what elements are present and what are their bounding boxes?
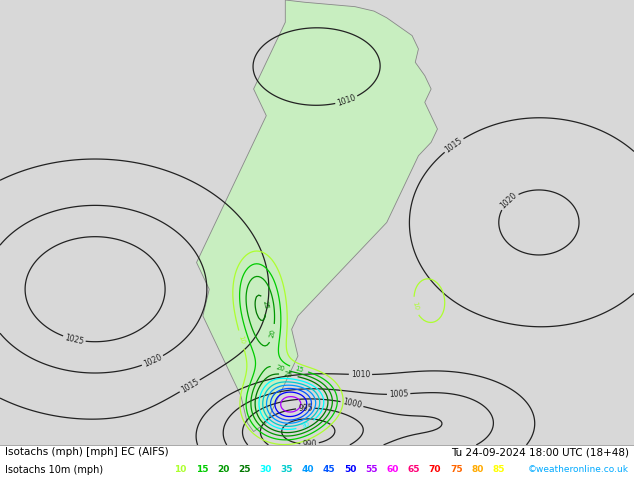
Text: 1015: 1015 [179,377,200,395]
Text: 85: 85 [493,465,505,474]
Text: 35: 35 [280,465,293,474]
Text: 30: 30 [259,465,272,474]
Text: 25: 25 [261,300,269,310]
Text: 1000: 1000 [342,397,363,410]
Text: 995: 995 [298,403,313,413]
Text: 50: 50 [344,465,356,474]
Text: 1005: 1005 [389,390,408,399]
Text: 70: 70 [429,465,441,474]
Text: 80: 80 [471,465,484,474]
Text: 1015: 1015 [443,136,464,154]
Text: 20: 20 [275,364,285,372]
Text: 20: 20 [217,465,230,474]
Text: 10: 10 [411,301,419,311]
Text: 60: 60 [387,465,399,474]
Text: 90: 90 [514,465,526,474]
Text: 15: 15 [294,365,304,373]
Text: Isotachs (mph) [mph] EC (AIFS): Isotachs (mph) [mph] EC (AIFS) [5,447,169,457]
Text: 1020: 1020 [142,353,164,369]
Text: 20: 20 [269,328,276,338]
Text: 10: 10 [237,335,245,345]
Text: 990: 990 [302,439,317,449]
Text: 45: 45 [323,465,335,474]
Text: ©weatheronline.co.uk: ©weatheronline.co.uk [528,465,629,474]
Polygon shape [197,0,437,432]
Text: Tu 24-09-2024 18:00 UTC (18+48): Tu 24-09-2024 18:00 UTC (18+48) [451,447,629,457]
Text: 30: 30 [300,421,311,430]
Text: 10: 10 [174,465,187,474]
Text: 1010: 1010 [336,93,357,108]
Text: 40: 40 [302,465,314,474]
Text: 55: 55 [365,465,378,474]
Text: 1025: 1025 [64,333,84,346]
Text: 25: 25 [283,371,293,379]
Text: 75: 75 [450,465,463,474]
Text: 1020: 1020 [499,191,519,211]
Text: Isotachs 10m (mph): Isotachs 10m (mph) [5,465,110,475]
Text: 65: 65 [408,465,420,474]
Text: 15: 15 [196,465,208,474]
Text: 25: 25 [238,465,250,474]
Text: 1010: 1010 [351,370,370,379]
